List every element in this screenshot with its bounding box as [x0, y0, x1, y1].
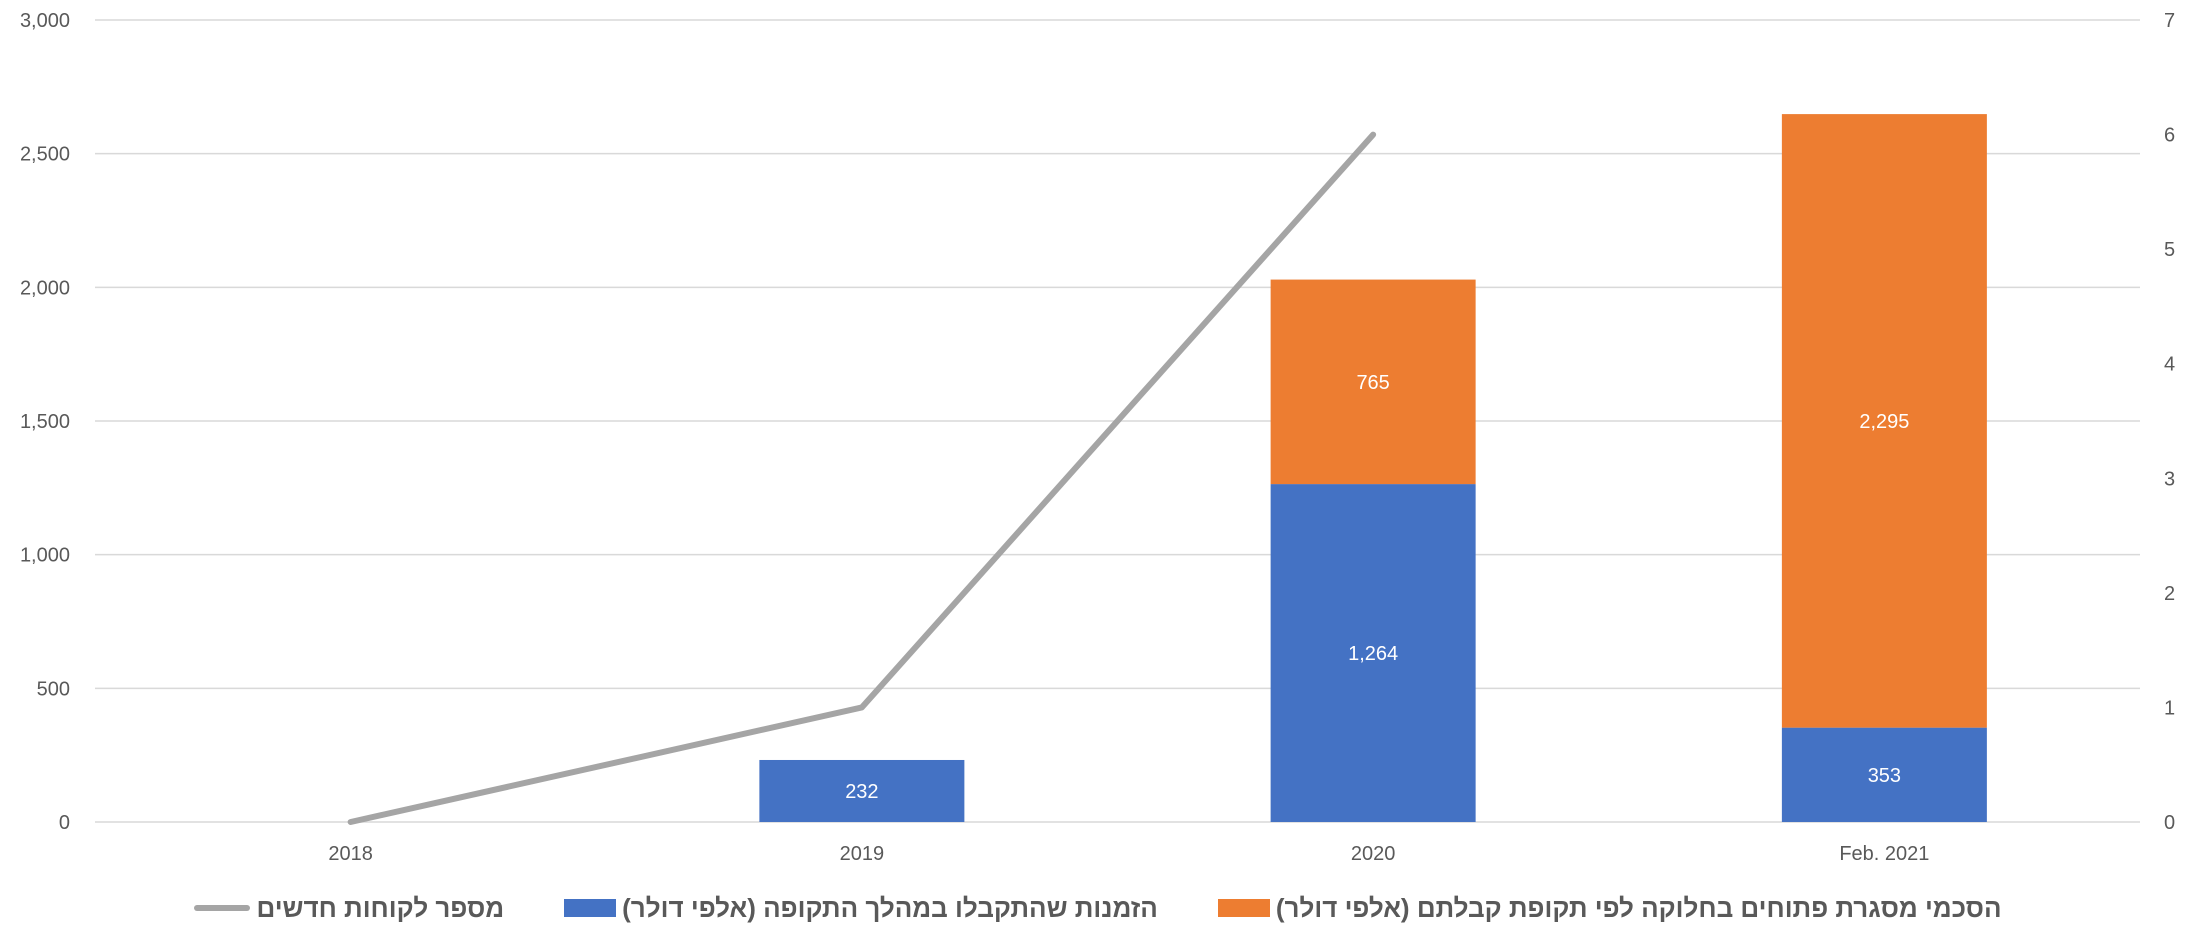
bar-framework — [1270, 279, 1476, 485]
legend-item-new-customers: מספר לקוחות חדשים — [194, 893, 504, 924]
bar-framework — [1781, 114, 1987, 728]
bar-orders — [1270, 484, 1476, 822]
left-tick-label: 0 — [59, 812, 70, 834]
right-tick-label: 0 — [2164, 812, 2175, 834]
right-tick-label: 2 — [2164, 583, 2175, 605]
line-new-customers — [347, 131, 1377, 825]
x-tick-label: 2018 — [328, 843, 373, 865]
chart-plot: 0 500 1,000 1,500 2,000 2,500 3,000 0 1 2 3 4 5 6 7 2… — [20, 10, 2175, 865]
left-tick-label: 2,500 — [20, 144, 70, 166]
bar-data-label: 232 — [845, 781, 878, 803]
x-tick-label: 2020 — [1351, 843, 1396, 865]
left-tick-label: 2,000 — [20, 277, 70, 299]
bar-orders — [1781, 727, 1987, 822]
left-tick-label: 3,000 — [20, 10, 70, 32]
right-tick-label: 6 — [2164, 125, 2175, 147]
bar-data-label: 2,295 — [1859, 411, 1909, 433]
right-tick-label: 3 — [2164, 468, 2175, 490]
legend-label-framework: הסכמי מסגרת פתוחים בחלוקה לפי תקופת קבלת… — [1275, 892, 2002, 923]
legend-swatch-line — [194, 905, 251, 911]
x-tick-label: Feb. 2021 — [1839, 843, 1929, 865]
right-axis: 0 1 2 3 4 5 6 7 — [2164, 10, 2175, 834]
bar-data-label: 765 — [1356, 372, 1389, 394]
left-tick-label: 1,000 — [20, 545, 70, 567]
legend-swatch-blue — [564, 899, 617, 917]
right-tick-label: 5 — [2164, 239, 2175, 261]
gridlines — [95, 19, 2140, 823]
right-tick-label: 7 — [2164, 10, 2175, 32]
bar-data-label: 1,264 — [1348, 643, 1398, 665]
right-tick-label: 1 — [2164, 697, 2175, 719]
legend: מספר לקוחות חדשים הזמנות שהתקבלו במהלך ה… — [0, 888, 2196, 928]
legend-item-framework: הסכמי מסגרת פתוחים בחלוקה לפי תקופת קבלת… — [1217, 892, 2002, 924]
left-tick-label: 500 — [37, 678, 70, 700]
left-tick-label: 1,500 — [20, 411, 70, 433]
x-tick-label: 2019 — [840, 843, 885, 865]
right-tick-label: 4 — [2164, 354, 2175, 376]
legend-swatch-orange — [1217, 899, 1270, 917]
x-axis: 2018 2019 2020 Feb. 2021 — [328, 843, 1929, 865]
bar-orders — [759, 759, 965, 822]
bar-data-label: 353 — [1868, 765, 1901, 787]
bar-series: 232 1,264 765 353 2,295 — [759, 114, 1987, 822]
legend-label-orders: הזמנות שהתקבלו במהלך התקופה (אלפי דולר) — [622, 892, 1158, 923]
line-series — [347, 131, 1377, 825]
legend-label-new-customers: מספר לקוחות חדשים — [256, 892, 505, 923]
legend-item-orders: הזמנות שהתקבלו במהלך התקופה (אלפי דולר) — [564, 893, 1158, 924]
left-axis: 0 500 1,000 1,500 2,000 2,500 3,000 — [20, 10, 70, 834]
